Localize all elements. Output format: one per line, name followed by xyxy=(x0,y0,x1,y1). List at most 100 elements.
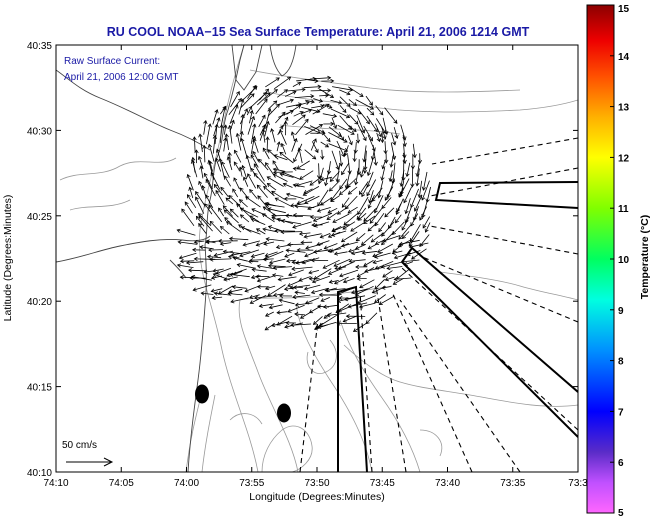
current-vector-head xyxy=(276,217,281,222)
current-vector-head xyxy=(219,225,225,230)
current-vector-head xyxy=(330,198,335,203)
current-vector-head xyxy=(192,136,197,141)
current-vector-head xyxy=(218,207,222,212)
current-vector-head xyxy=(282,182,287,187)
current-vector xyxy=(357,213,367,221)
current-vector-head xyxy=(252,150,257,156)
current-vector xyxy=(267,103,280,117)
current-vector xyxy=(208,249,223,251)
current-vector xyxy=(239,249,260,257)
current-vector-head xyxy=(265,162,269,167)
current-vector xyxy=(328,143,348,152)
current-vector-head xyxy=(302,191,307,196)
current-vector xyxy=(277,89,288,98)
current-vector-head xyxy=(193,239,198,245)
current-vector xyxy=(348,86,364,97)
current-vector xyxy=(263,258,274,260)
current-vector-head xyxy=(327,209,332,214)
current-vector xyxy=(179,252,197,259)
current-vector xyxy=(326,212,338,220)
current-vector-head xyxy=(208,247,213,253)
current-vector xyxy=(410,224,421,242)
current-vector-head xyxy=(398,241,403,246)
current-vector-head xyxy=(194,149,199,154)
current-vector-head xyxy=(224,217,229,222)
current-vector xyxy=(381,261,402,268)
current-vector xyxy=(177,229,196,236)
current-vector-head xyxy=(359,284,364,289)
current-vector xyxy=(384,207,395,218)
current-vector xyxy=(264,250,284,260)
current-vector xyxy=(335,266,347,269)
current-vector xyxy=(302,257,320,264)
current-vector xyxy=(191,276,212,281)
current-vector-head xyxy=(421,196,426,201)
current-vector-head xyxy=(238,199,244,204)
current-vector-head xyxy=(214,123,219,128)
current-vector-head xyxy=(367,204,372,209)
current-vector xyxy=(401,259,420,263)
current-vector-head xyxy=(333,251,339,256)
current-vector xyxy=(384,141,387,154)
current-vector xyxy=(265,77,280,88)
current-vector xyxy=(374,252,391,258)
current-vector-head xyxy=(287,76,292,81)
current-vector xyxy=(221,161,230,178)
current-vector-head xyxy=(313,223,318,228)
current-vector xyxy=(266,238,285,242)
current-vector-head xyxy=(225,221,231,226)
current-vector xyxy=(365,95,373,106)
current-vector xyxy=(400,169,405,187)
current-vector xyxy=(240,214,250,223)
current-vector xyxy=(379,295,395,305)
current-vector xyxy=(240,208,259,218)
current-vector-head xyxy=(310,94,315,99)
current-vector-head xyxy=(323,314,328,319)
current-vector-head xyxy=(382,135,387,140)
current-vector xyxy=(292,221,312,228)
current-vector-head xyxy=(380,264,385,269)
current-vector xyxy=(225,134,229,150)
current-vector xyxy=(263,186,275,197)
current-vector-head xyxy=(250,115,255,121)
current-vector xyxy=(339,105,347,113)
current-vector-head xyxy=(204,203,209,208)
current-vector xyxy=(286,249,306,253)
current-vector xyxy=(265,311,274,317)
current-vector-head xyxy=(254,295,259,300)
current-vector-head xyxy=(405,172,410,178)
current-vector xyxy=(331,150,339,170)
current-vector xyxy=(339,115,352,130)
current-vector xyxy=(267,284,286,297)
current-vector xyxy=(368,243,377,250)
current-vector xyxy=(200,166,204,179)
current-vector-head xyxy=(342,108,347,113)
current-vector xyxy=(241,138,248,159)
current-vector xyxy=(266,136,268,153)
current-vector xyxy=(295,119,309,136)
current-vector xyxy=(293,168,305,170)
current-vector-head xyxy=(266,92,271,97)
current-vector xyxy=(382,270,393,278)
current-vector xyxy=(421,180,430,201)
current-vector-head xyxy=(292,224,297,229)
current-vector xyxy=(384,186,394,201)
current-vector xyxy=(363,125,373,142)
current-vector-head xyxy=(376,137,381,143)
current-vector xyxy=(293,214,312,217)
current-vector-head xyxy=(273,89,278,94)
current-vector-head xyxy=(327,271,333,275)
current-vector-head xyxy=(401,234,406,239)
current-vector xyxy=(226,221,242,233)
current-vector xyxy=(220,124,222,143)
current-vector xyxy=(414,194,423,212)
current-vector-head xyxy=(352,328,358,332)
current-vector xyxy=(295,302,313,306)
current-vector-head xyxy=(308,276,313,281)
current-vector xyxy=(419,206,428,221)
y-tick-label: 40:30 xyxy=(27,126,52,137)
current-vector xyxy=(275,111,286,124)
current-vector-head xyxy=(310,258,315,263)
current-vector-head xyxy=(373,161,378,166)
current-vector-head xyxy=(332,219,337,223)
